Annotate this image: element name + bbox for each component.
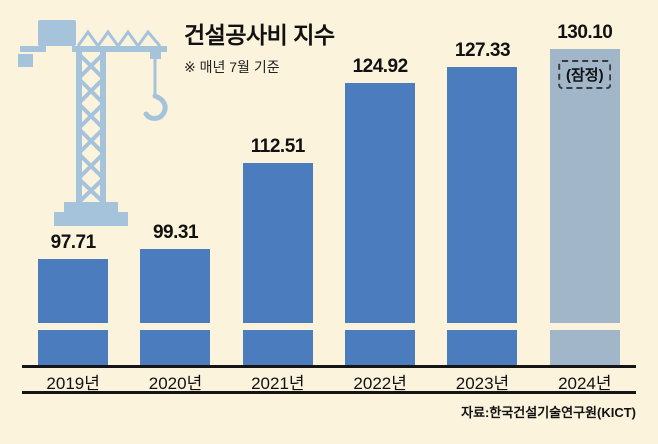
x-axis-label-2021: 2021년 [251,374,305,393]
title-block: 건설공사비 지수 ※ 매년 7월 기준 [184,16,335,77]
x-axis-label-2023: 2023년 [455,374,510,393]
bar-column-2020: 99.31 [124,222,226,368]
bar-value-label: 127.33 [454,40,511,61]
bar-2019 [38,259,109,368]
axis-break-line [140,323,211,330]
bar-column-2022: 124.92 [329,56,431,368]
source-credit: 자료:한국건설기술연구원(KICT) [461,405,636,420]
bar-column-2024: 130.10 (잠정) [534,22,636,368]
bar-value-label: 99.31 [152,222,199,243]
bar-2021 [242,163,313,368]
axis-break-line [345,323,416,330]
axis-break-line [447,323,518,330]
bar-value-label: 112.51 [250,136,306,157]
x-axis-labels: 2019년 2020년 2021년 2022년 2023년 2024년 [22,369,636,394]
x-axis-label-2020: 2020년 [148,374,203,393]
bar-2020 [140,249,211,368]
bar-chart-area: 97.71 99.31 112.51 124.92 127.33 [22,22,636,368]
bar-column-2021: 112.51 [227,136,329,368]
axis-line-bottom [22,391,636,394]
axis-break-line [549,323,620,330]
page-title: 건설공사비 지수 [184,22,335,48]
provisional-badge: (잠정) [558,60,612,89]
axis-line-top [22,365,636,368]
x-axis-label-2019: 2019년 [46,374,100,393]
bar-2023 [447,67,518,368]
bar-column-2019: 97.71 [22,232,124,368]
bar-column-2023: 127.33 [431,40,533,368]
axis-break-line [242,323,313,330]
bar-value-label: 97.71 [50,232,97,253]
page-subtitle: ※ 매년 7월 기준 [184,59,280,75]
bar-value-label: 130.10 [557,22,613,43]
bar-2022 [345,83,416,368]
x-axis-label-2022: 2022년 [353,374,407,393]
crane-icon [18,20,168,226]
bar-value-label: 124.92 [352,56,409,77]
x-axis-label-2024: 2024년 [558,374,612,393]
axis-break-line [38,323,109,330]
bar-2024-provisional: (잠정) [549,49,620,368]
